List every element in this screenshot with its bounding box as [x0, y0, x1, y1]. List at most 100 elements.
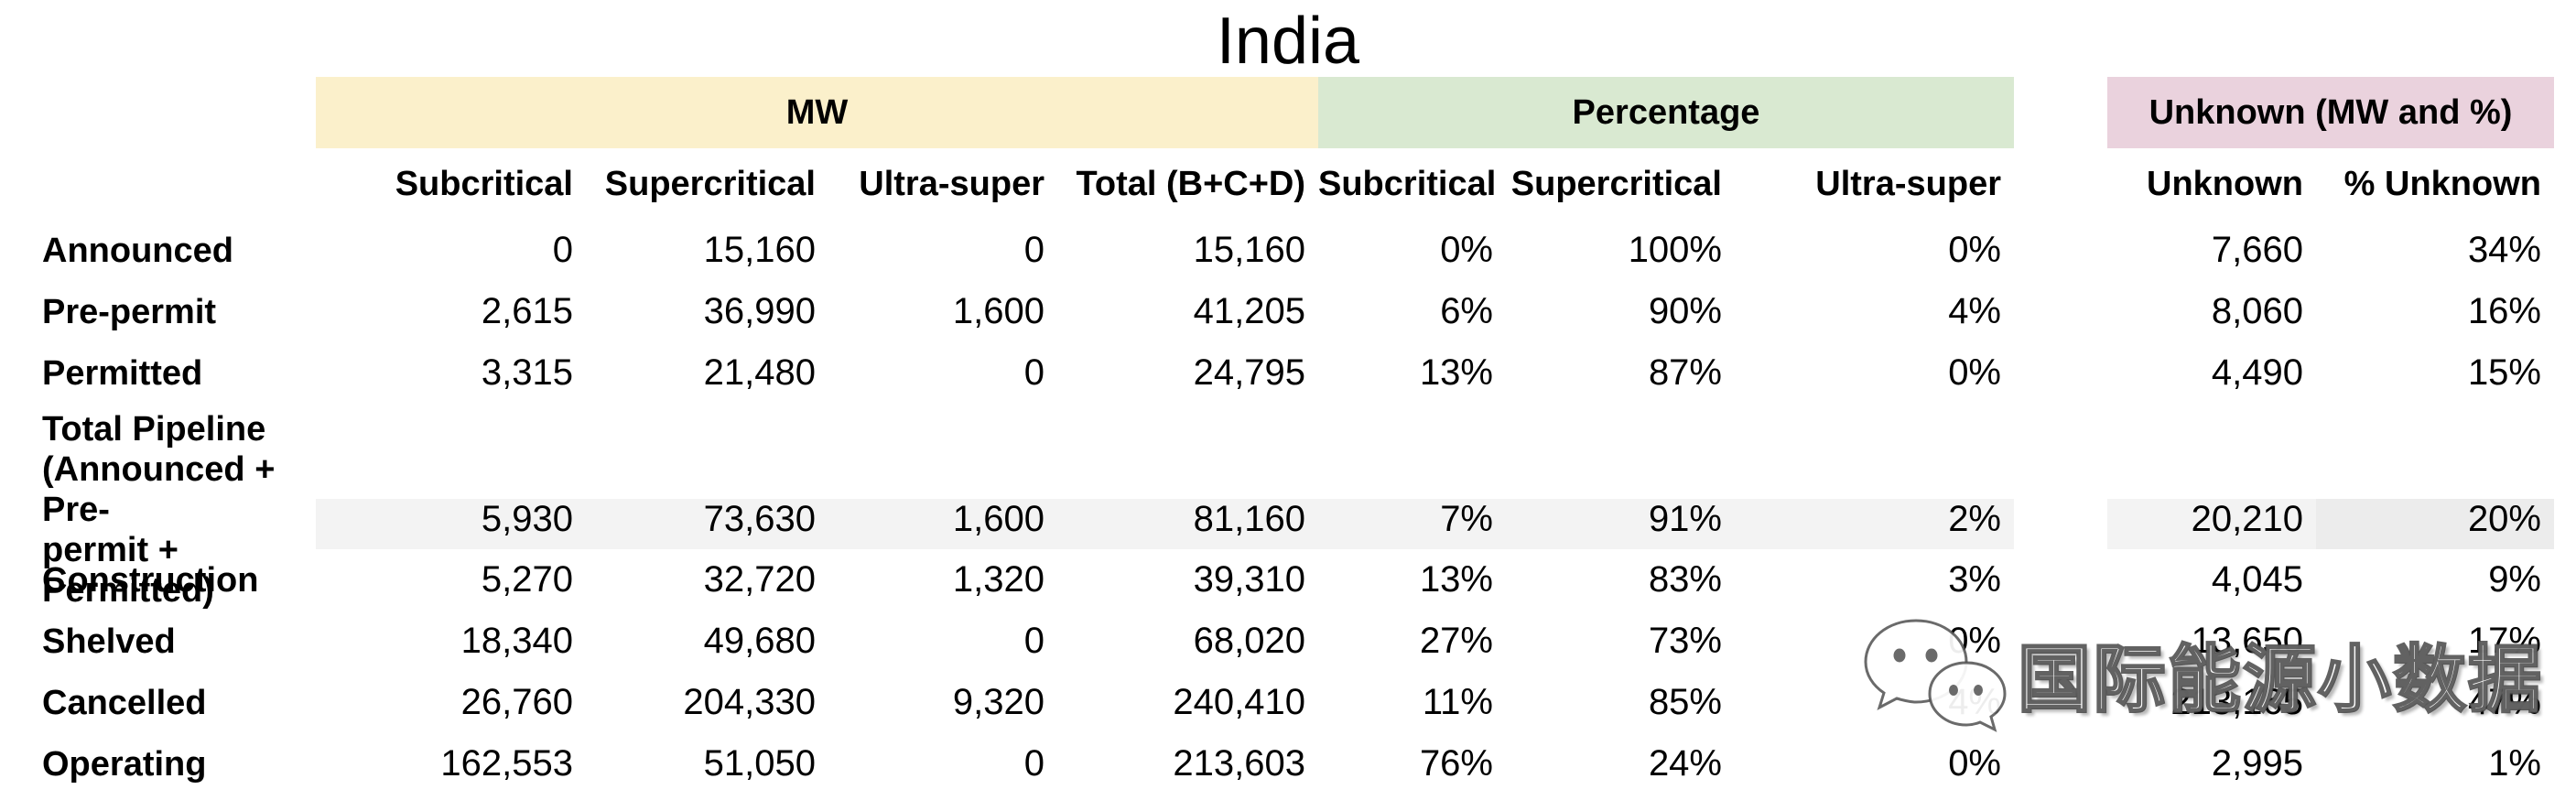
table-cell: 0%: [1948, 230, 2001, 270]
column-group-unknown: Unknown (MW and %): [2107, 77, 2554, 148]
column-group-band: MW Percentage Unknown (MW and %): [0, 77, 2576, 148]
table-cell: 1,600: [828, 499, 1057, 549]
table-cell: 32,720: [703, 559, 816, 600]
table-row-construction: Construction 5,270 32,720 1,320 39,310 1…: [0, 549, 2576, 611]
table-cell: 13,650: [2191, 621, 2303, 661]
table-cell: 4,045: [2211, 559, 2303, 600]
table-cell: 0%: [1948, 743, 2001, 784]
table-row-total-pipeline: Total Pipeline (Announced + Pre- permit …: [0, 404, 2576, 610]
column-header-supercritical-mw: Supercritical: [604, 164, 816, 203]
table-cell: 213,165: [2170, 682, 2303, 722]
column-header-pct-unknown: % Unknown: [2343, 164, 2541, 203]
table-cell: 213,603: [1173, 743, 1305, 784]
column-header-subcritical-mw: Subcritical: [395, 164, 573, 203]
table-cell: 18,340: [460, 621, 573, 661]
table-cell: 1,320: [952, 559, 1044, 600]
table-cell: 1%: [2488, 743, 2541, 784]
table-cell: 2%: [1735, 499, 2014, 549]
table-cell: 162,553: [440, 743, 573, 784]
table-cell: 87%: [1648, 352, 1722, 393]
table-cell: 5,930: [316, 499, 586, 549]
band-spacer-right: [2554, 77, 2576, 148]
table-cell: 49,680: [703, 621, 816, 661]
column-header-ultrasuper-pct: Ultra-super: [1815, 164, 2001, 203]
row-label: Pre-permit: [42, 292, 217, 331]
table-cell: 39,310: [1193, 559, 1305, 600]
table-cell: 73,630: [586, 499, 828, 549]
table-cell: 73%: [1648, 621, 1722, 661]
table-cell: 2,995: [2211, 743, 2303, 784]
table-cell: 27%: [1419, 621, 1493, 661]
table-cell: 0: [1023, 621, 1044, 661]
table-cell: 36,990: [703, 291, 816, 331]
row-label: Permitted: [42, 353, 203, 393]
table-cell: 7%: [1318, 499, 1506, 549]
table-row-shelved: Shelved 18,340 49,680 0 68,020 27% 73% 0…: [0, 611, 2576, 672]
table-cell: 4,490: [2211, 352, 2303, 393]
table-cell: 17%: [2467, 621, 2541, 661]
table-cell: 0%: [1948, 621, 2001, 661]
column-header-total: Total (B+C+D): [1076, 164, 1305, 203]
table-cell: 11%: [1422, 682, 1493, 722]
table-cell: 2,615: [481, 291, 573, 331]
table-row-announced: Announced 0 15,160 0 15,160 0% 100% 0% 7…: [0, 220, 2576, 281]
table-cell: 13%: [1419, 352, 1493, 393]
table-row-permitted: Permitted 3,315 21,480 0 24,795 13% 87% …: [0, 342, 2576, 404]
table-cell: 81,160: [1057, 499, 1318, 549]
table-cell: 24%: [1648, 743, 1722, 784]
table-cell: 4%: [1948, 682, 2001, 722]
table-row-operating: Operating 162,553 51,050 0 213,603 76% 2…: [0, 733, 2576, 795]
column-header-row: Subcritical Supercritical Ultra-super To…: [0, 148, 2576, 220]
table-cell: 20%: [2316, 499, 2554, 549]
table-cell: 47%: [2467, 682, 2541, 722]
table-cell: 16%: [2467, 291, 2541, 331]
table-cell: 8,060: [2211, 291, 2303, 331]
row-label: Cancelled: [42, 683, 207, 722]
row-label: Construction: [42, 560, 259, 600]
table-cell: 0: [1023, 743, 1044, 784]
table-cell: 240,410: [1173, 682, 1305, 722]
table-cell: 100%: [1628, 230, 1722, 270]
table-cell: 204,330: [683, 682, 816, 722]
table-row-pre-permit: Pre-permit 2,615 36,990 1,600 41,205 6% …: [0, 281, 2576, 342]
table-cell: 83%: [1648, 559, 1722, 600]
table-cell: 0: [1023, 230, 1044, 270]
column-header-unknown: Unknown: [2147, 164, 2303, 203]
table-cell: 21,480: [703, 352, 816, 393]
title-row: India: [0, 0, 2576, 77]
column-header-supercritical-pct: Supercritical: [1510, 164, 1722, 203]
column-group-percentage: Percentage: [1318, 77, 2014, 148]
table-cell: 41,205: [1193, 291, 1305, 331]
column-header-ultrasuper-mw: Ultra-super: [859, 164, 1044, 203]
table-cell: 15,160: [1193, 230, 1305, 270]
table-cell: 3%: [1948, 559, 2001, 600]
table-cell: 15%: [2467, 352, 2541, 393]
row-label: Operating: [42, 744, 207, 784]
table-cell: 34%: [2467, 230, 2541, 270]
table-cell: 15,160: [703, 230, 816, 270]
table-cell: 20,210: [2107, 499, 2316, 549]
table-cell: 13%: [1419, 559, 1493, 600]
table-cell: 3,315: [481, 352, 573, 393]
row-label: Announced: [42, 231, 233, 270]
table-cell: 0: [1023, 352, 1044, 393]
band-gap: [2014, 77, 2107, 148]
table-cell: 90%: [1648, 291, 1722, 331]
table-cell: 5,270: [481, 559, 573, 600]
table-row-cancelled: Cancelled 26,760 204,330 9,320 240,410 1…: [0, 672, 2576, 733]
table-cell: 26,760: [460, 682, 573, 722]
table-cell: 68,020: [1193, 621, 1305, 661]
table-cell: 76%: [1419, 743, 1493, 784]
table-cell: 4%: [1948, 291, 2001, 331]
row-label: Shelved: [42, 622, 176, 661]
column-group-mw: MW: [316, 77, 1318, 148]
table-cell: 6%: [1440, 291, 1493, 331]
table-cell: 7,660: [2211, 230, 2303, 270]
table-cell: 91%: [1506, 499, 1735, 549]
table-cell: 51,050: [703, 743, 816, 784]
table-cell: 0%: [1440, 230, 1493, 270]
table-cell: 0: [552, 230, 573, 270]
band-spacer-left: [0, 77, 316, 148]
table-cell: 85%: [1648, 682, 1722, 722]
